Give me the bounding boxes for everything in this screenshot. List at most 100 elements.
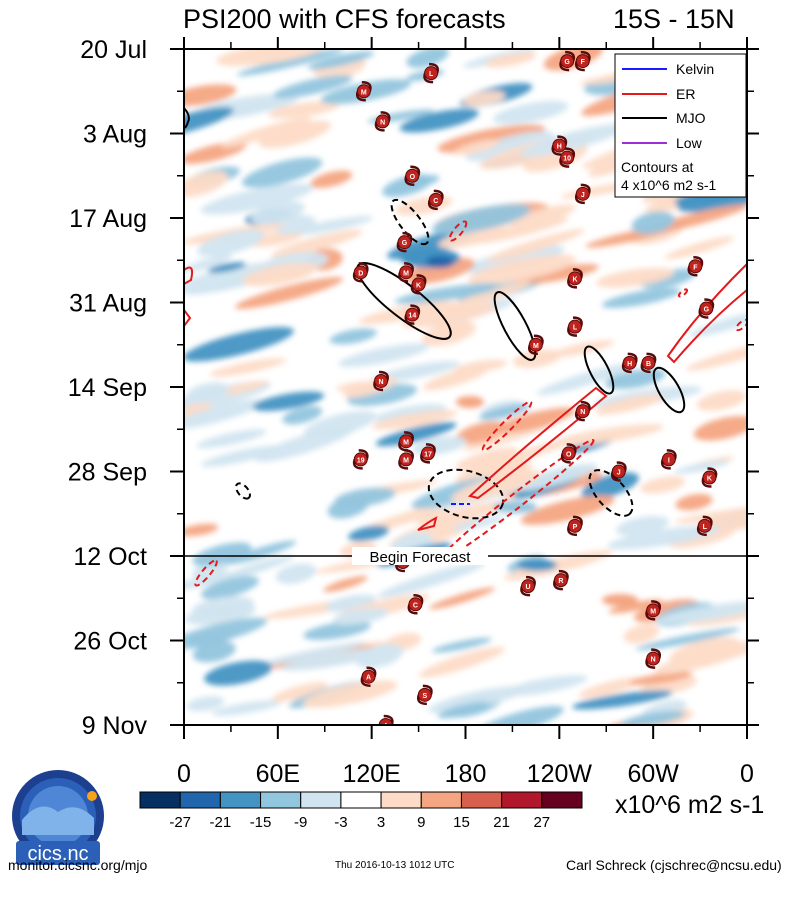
colorbar-swatch	[300, 791, 342, 809]
legend: Kelvin ER MJO Low Contours at 4 x10^6 m2…	[614, 53, 747, 198]
negative-anomaly	[406, 49, 449, 68]
negative-anomaly	[325, 594, 377, 613]
storm-marker: 19	[352, 449, 369, 470]
x-tick-label: 0	[177, 760, 191, 788]
negative-anomaly	[635, 627, 741, 651]
storm-label: M	[403, 270, 409, 277]
colorbar-swatch	[420, 791, 462, 809]
negative-anomaly	[273, 75, 353, 99]
storm-label: D	[358, 270, 363, 277]
strong-anomaly	[456, 396, 484, 408]
negative-anomaly	[184, 254, 233, 273]
storm-label: F	[693, 264, 698, 271]
colorbar-label: 21	[493, 814, 510, 831]
colorbar-swatch	[139, 791, 181, 809]
x-tick-label: 120E	[342, 760, 400, 788]
negative-anomaly	[201, 445, 282, 467]
positive-anomaly	[454, 359, 508, 374]
storm-marker: K	[410, 274, 427, 295]
positive-anomaly	[438, 225, 509, 249]
positive-anomaly	[674, 505, 747, 524]
negative-anomaly	[656, 601, 747, 624]
mjo-contour-dashed	[588, 469, 634, 517]
storm-marker: G	[396, 231, 413, 253]
storm-marker: F	[687, 256, 704, 277]
negative-anomaly	[431, 637, 492, 653]
positive-anomaly	[685, 339, 747, 371]
mjo-contour-dashed	[235, 482, 251, 500]
storm-label: N	[651, 657, 656, 664]
storm-label: G	[704, 307, 710, 314]
colorbar-swatch	[380, 791, 422, 809]
footer-url: monitor.cicsnc.org/mjo	[8, 857, 147, 873]
positive-anomaly	[503, 550, 613, 581]
colorbar-label: -27	[169, 814, 191, 831]
mjo-contour-dashed	[427, 468, 505, 520]
er-contour-dashed	[448, 220, 468, 242]
storm-marker: O	[404, 165, 421, 186]
storm-label: H	[557, 144, 562, 151]
negative-anomaly	[184, 327, 294, 362]
positive-anomaly	[455, 421, 506, 444]
negative-anomaly	[601, 287, 681, 309]
y-tick-label: 12 Oct	[73, 543, 147, 571]
positive-anomaly	[596, 267, 675, 288]
positive-anomaly	[467, 254, 576, 285]
negative-anomaly	[307, 51, 375, 70]
positive-anomaly	[371, 410, 458, 430]
negative-anomaly	[377, 561, 486, 598]
storm-marker: J	[610, 461, 627, 482]
negative-anomaly	[242, 157, 323, 188]
strong-anomaly	[602, 594, 638, 606]
storm-marker: C	[407, 594, 424, 615]
storm-label: K	[707, 476, 712, 483]
negative-anomaly	[252, 391, 325, 411]
storm-marker: R	[553, 569, 569, 591]
colorbar-label: 15	[453, 814, 470, 831]
positive-anomaly	[220, 117, 312, 148]
y-axis: 20 Jul 3 Aug 17 Aug 31 Aug 14 Sep 28 Sep 12 Oc…	[68, 36, 759, 740]
positive-anomaly	[184, 402, 213, 422]
colorbar-label: 3	[377, 814, 385, 831]
negative-anomaly	[196, 429, 267, 449]
storm-marker: M	[645, 600, 662, 621]
storm-marker: D	[352, 262, 369, 283]
positive-anomaly	[444, 281, 532, 312]
region-label: 15S - 15N	[613, 4, 735, 34]
y-tick-label: 26 Oct	[73, 628, 147, 656]
y-tick-label: 31 Aug	[69, 290, 147, 318]
negative-anomaly	[186, 382, 230, 402]
negative-anomaly	[371, 361, 460, 383]
storm-marker: 17	[420, 443, 436, 464]
x-tick-label: 60W	[627, 760, 679, 788]
storm-marker: G	[559, 50, 576, 72]
negative-anomaly	[520, 123, 628, 157]
storm-label: 10	[563, 156, 571, 163]
forecast-label: Begin Forecast	[370, 549, 472, 566]
negative-anomaly	[338, 343, 430, 367]
negative-anomaly	[255, 425, 356, 462]
storm-marker: M	[528, 334, 544, 355]
negative-anomaly	[673, 460, 730, 474]
er-contour	[467, 386, 608, 500]
negative-anomaly	[207, 262, 247, 273]
positive-anomaly	[623, 623, 660, 644]
x-tick-label: 180	[445, 760, 487, 788]
storm-label: U	[526, 584, 531, 591]
positive-anomaly	[696, 390, 747, 411]
positive-anomaly	[594, 394, 665, 415]
negative-anomaly	[334, 487, 396, 507]
wave-filter-contours	[184, 107, 747, 587]
storm-label: J	[581, 192, 585, 199]
storm-marker: M	[398, 431, 414, 452]
storm-label: K	[416, 282, 421, 289]
colorbar-label: -15	[250, 814, 272, 831]
storm-marker: N	[374, 111, 391, 132]
negative-anomaly	[237, 49, 344, 76]
er-contour	[184, 308, 192, 328]
positive-anomaly	[462, 90, 506, 107]
positive-anomaly	[508, 204, 577, 227]
storm-label: M	[361, 89, 367, 96]
positive-anomaly	[548, 340, 615, 358]
mjo-contour	[184, 107, 190, 129]
